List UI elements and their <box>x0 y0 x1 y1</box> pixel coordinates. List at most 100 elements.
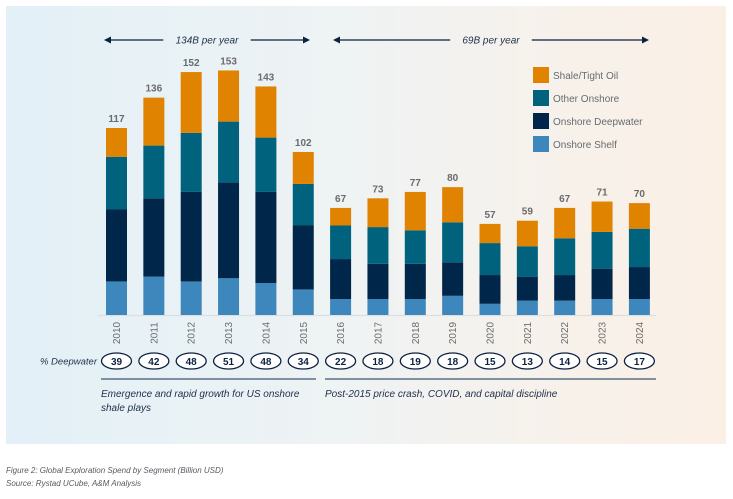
bar-segment-onshore-deepwater-2022 <box>554 275 576 301</box>
deepwater-value-2016: 22 <box>335 357 347 368</box>
bar-segment-onshore-deepwater-2013 <box>218 182 240 279</box>
x-tick-label-2022: 2022 <box>560 321 571 344</box>
bar-segment-other-onshore-2021 <box>516 246 538 277</box>
deepwater-value-2013: 51 <box>223 357 235 368</box>
deepwater-pill-2020 <box>474 352 506 370</box>
legend-swatch-other-onshore <box>533 90 549 106</box>
bar-segment-shale-tight-oil-2012 <box>180 72 202 133</box>
deepwater-pill-2016 <box>324 352 357 370</box>
legend-label-shale-tight-oil: Shale/Tight Oil <box>553 71 618 82</box>
bar-segment-other-onshore-2019 <box>442 222 464 263</box>
bar-segment-onshore-shelf-2012 <box>180 281 202 315</box>
arrowhead-left-icon <box>104 36 111 44</box>
bar-segment-onshore-shelf-2017 <box>367 299 389 315</box>
bar-segment-shale-tight-oil-2014 <box>255 86 277 138</box>
total-label-2012: 152 <box>183 58 200 69</box>
bar-segment-onshore-deepwater-2023 <box>591 268 613 300</box>
deepwater-value-2018: 19 <box>410 357 422 368</box>
legend-label-onshore-deepwater: Onshore Deepwater <box>553 117 643 128</box>
bar-segment-onshore-deepwater-2010 <box>106 209 127 282</box>
bar-segment-onshore-deepwater-2014 <box>255 191 277 284</box>
total-label-2024: 70 <box>634 189 646 200</box>
bar-segment-shale-tight-oil-2013 <box>218 70 240 122</box>
deepwater-value-2012: 48 <box>186 357 198 368</box>
bar-segment-shale-tight-oil-2019 <box>442 187 464 223</box>
bar-segment-other-onshore-2017 <box>367 227 389 264</box>
bar-segment-onshore-deepwater-2018 <box>404 263 426 300</box>
x-tick-label-2018: 2018 <box>411 321 422 344</box>
deepwater-pill-2018 <box>399 352 431 370</box>
deepwater-pill-2015 <box>287 352 319 370</box>
bar-segment-onshore-deepwater-2021 <box>516 276 538 301</box>
deepwater-pill-2024 <box>623 352 656 370</box>
bar-segment-onshore-shelf-2024 <box>628 299 650 315</box>
total-label-2013: 153 <box>220 56 237 67</box>
bar-segment-shale-tight-oil-2023 <box>591 201 613 232</box>
total-label-2021: 59 <box>522 207 534 218</box>
deepwater-pill-2023 <box>586 352 618 370</box>
total-label-2020: 57 <box>484 210 496 221</box>
bar-segment-other-onshore-2015 <box>292 183 314 226</box>
x-tick-label-2024: 2024 <box>635 321 646 344</box>
period-annotation-label: 69B per year <box>462 36 520 47</box>
arrowhead-left-icon <box>333 36 340 44</box>
bar-segment-other-onshore-2022 <box>554 238 576 276</box>
bar-segment-other-onshore-2018 <box>404 230 426 264</box>
total-label-2011: 136 <box>146 84 163 95</box>
legend-swatch-shale-tight-oil <box>533 67 549 83</box>
deepwater-value-2011: 42 <box>148 357 160 368</box>
bar-segment-onshore-shelf-2021 <box>516 300 538 315</box>
period-note-text: shale plays <box>101 403 151 414</box>
bar-segment-onshore-shelf-2022 <box>554 300 576 315</box>
period-annotation-label: 134B per year <box>176 36 239 47</box>
bar-segment-shale-tight-oil-2022 <box>554 207 576 239</box>
bar-segment-shale-tight-oil-2024 <box>628 203 650 229</box>
arrowhead-right-icon <box>642 36 649 44</box>
bar-segment-shale-tight-oil-2015 <box>292 151 314 184</box>
bar-segment-shale-tight-oil-2018 <box>404 191 426 231</box>
bar-segment-onshore-deepwater-2012 <box>180 191 202 282</box>
bar-segment-onshore-shelf-2015 <box>292 289 314 315</box>
total-label-2019: 80 <box>447 173 459 184</box>
deepwater-value-2022: 14 <box>559 357 571 368</box>
bar-segment-shale-tight-oil-2020 <box>479 223 501 244</box>
deepwater-pill-2014 <box>250 352 282 370</box>
x-tick-label-2013: 2013 <box>224 321 235 344</box>
x-tick-label-2011: 2011 <box>149 322 160 344</box>
deepwater-pill-2010 <box>100 352 133 370</box>
x-tick-label-2012: 2012 <box>187 321 198 344</box>
deepwater-value-2010: 39 <box>111 357 123 368</box>
bar-segment-other-onshore-2014 <box>255 137 277 192</box>
bar-segment-onshore-deepwater-2016 <box>330 259 352 300</box>
deepwater-pill-2012 <box>175 352 207 370</box>
figure-caption: Figure 2: Global Exploration Spend by Se… <box>6 466 224 475</box>
bar-segment-other-onshore-2023 <box>591 231 613 269</box>
period-note-text: Emergence and rapid growth for US onshor… <box>101 389 300 400</box>
deepwater-value-2017: 18 <box>372 357 384 368</box>
bar-segment-onshore-deepwater-2020 <box>479 275 501 304</box>
bar-segment-onshore-deepwater-2015 <box>292 225 314 290</box>
bar-segment-onshore-shelf-2011 <box>143 276 165 315</box>
x-tick-label-2019: 2019 <box>448 321 459 344</box>
bar-segment-onshore-shelf-2019 <box>442 295 464 315</box>
bar-segment-onshore-deepwater-2017 <box>367 263 389 300</box>
bar-segment-onshore-shelf-2023 <box>591 299 613 315</box>
legend-label-other-onshore: Other Onshore <box>553 94 620 105</box>
x-tick-label-2014: 2014 <box>261 321 272 344</box>
legend-swatch-onshore-deepwater <box>533 113 549 129</box>
total-label-2018: 77 <box>410 178 422 189</box>
bar-segment-onshore-deepwater-2024 <box>628 267 650 300</box>
bar-segment-shale-tight-oil-2010 <box>106 128 127 157</box>
deepwater-value-2015: 34 <box>298 357 310 368</box>
x-tick-label-2023: 2023 <box>598 321 609 344</box>
deepwater-pill-2021 <box>511 352 543 370</box>
bar-segment-onshore-shelf-2018 <box>404 299 426 315</box>
bar-segment-onshore-shelf-2013 <box>218 278 240 315</box>
bar-segment-onshore-shelf-2020 <box>479 303 501 315</box>
bar-segment-shale-tight-oil-2021 <box>516 220 538 247</box>
total-label-2023: 71 <box>596 188 608 199</box>
bar-segment-shale-tight-oil-2017 <box>367 198 389 228</box>
x-tick-label-2015: 2015 <box>299 321 310 344</box>
deepwater-pill-2022 <box>549 352 581 370</box>
deepwater-value-2024: 17 <box>634 357 646 368</box>
